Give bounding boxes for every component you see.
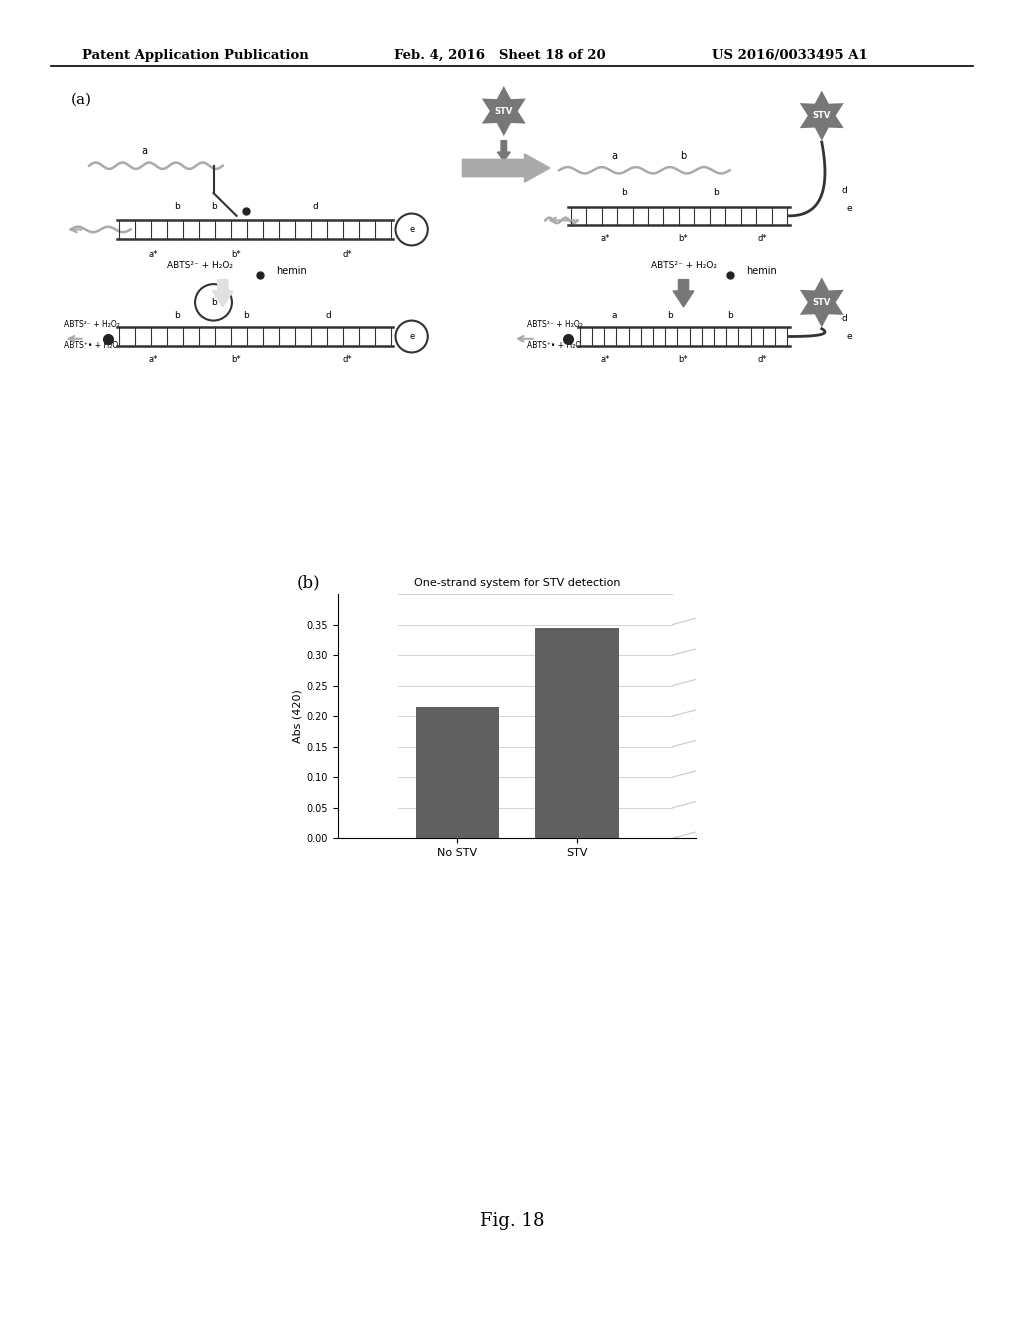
Text: b: b (174, 202, 179, 211)
FancyArrow shape (673, 280, 694, 308)
Y-axis label: Abs (420): Abs (420) (293, 689, 302, 743)
Text: ABTS²⁻ + H₂O₂: ABTS²⁻ + H₂O₂ (63, 321, 120, 330)
Polygon shape (800, 277, 844, 327)
Text: d: d (312, 202, 317, 211)
Text: ABTS⁺• + H₂O: ABTS⁺• + H₂O (63, 341, 118, 350)
Text: b: b (621, 189, 627, 197)
Text: b: b (680, 150, 687, 161)
Circle shape (195, 284, 231, 321)
Text: b: b (667, 312, 673, 321)
Text: e: e (847, 205, 852, 214)
Text: d: d (842, 186, 848, 195)
Text: a*: a* (600, 234, 610, 243)
Bar (535, 627, 618, 838)
Text: a: a (611, 150, 617, 161)
Text: STV: STV (813, 298, 830, 306)
Text: b*: b* (679, 355, 688, 363)
Bar (416, 708, 499, 838)
Text: b*: b* (679, 234, 688, 243)
Text: b: b (174, 312, 179, 321)
Text: ABTS²⁻ + H₂O₂: ABTS²⁻ + H₂O₂ (526, 321, 583, 330)
Text: a*: a* (148, 249, 159, 259)
Text: a: a (611, 312, 617, 321)
Text: STV: STV (495, 107, 513, 116)
FancyArrow shape (498, 141, 510, 161)
Text: e: e (847, 331, 852, 341)
FancyArrow shape (462, 154, 550, 182)
Text: ABTS⁺• + H₂O: ABTS⁺• + H₂O (526, 341, 581, 350)
Text: Feb. 4, 2016   Sheet 18 of 20: Feb. 4, 2016 Sheet 18 of 20 (394, 49, 606, 62)
Text: ABTS²⁻ + H₂O₂: ABTS²⁻ + H₂O₂ (650, 261, 717, 271)
Text: d: d (326, 312, 332, 321)
Text: b*: b* (231, 249, 242, 259)
Text: US 2016/0033495 A1: US 2016/0033495 A1 (712, 49, 867, 62)
Text: b: b (713, 189, 719, 197)
Text: d*: d* (757, 234, 767, 243)
Text: b: b (727, 312, 732, 321)
Text: d*: d* (757, 355, 767, 363)
Title: One-strand system for STV detection: One-strand system for STV detection (414, 578, 621, 587)
FancyArrow shape (212, 280, 233, 308)
Text: a: a (141, 147, 147, 156)
Polygon shape (800, 91, 844, 141)
Text: e: e (409, 224, 415, 234)
Circle shape (395, 214, 428, 246)
Text: d*: d* (342, 355, 352, 363)
Text: hemin: hemin (275, 265, 306, 276)
Text: (a): (a) (71, 92, 92, 107)
Text: (b): (b) (297, 574, 321, 591)
Text: a*: a* (600, 355, 610, 363)
Circle shape (395, 321, 428, 352)
Text: e: e (409, 333, 415, 341)
Text: d: d (842, 314, 848, 322)
Text: ABTS²⁻ + H₂O₂: ABTS²⁻ + H₂O₂ (167, 261, 232, 271)
Text: b: b (243, 312, 249, 321)
Text: b*: b* (231, 355, 242, 363)
Text: d*: d* (342, 249, 352, 259)
Text: hemin: hemin (745, 265, 776, 276)
Polygon shape (482, 86, 525, 136)
Text: Fig. 18: Fig. 18 (480, 1212, 544, 1230)
Text: Patent Application Publication: Patent Application Publication (82, 49, 308, 62)
Text: STV: STV (813, 111, 830, 120)
Text: b: b (211, 202, 216, 211)
Text: a*: a* (148, 355, 159, 363)
Text: b: b (211, 298, 216, 306)
